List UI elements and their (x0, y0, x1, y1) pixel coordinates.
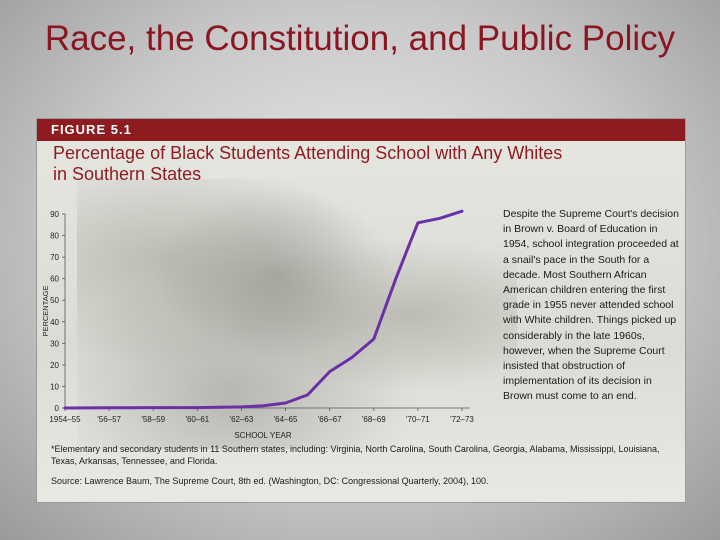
source-note: Source: Lawrence Baum, The Supreme Court… (51, 476, 489, 486)
figure-header-bar: FIGURE 5.1 (37, 119, 685, 141)
y-tick-label: 70 (50, 253, 59, 262)
x-tick-label: '60–61 (185, 415, 209, 424)
y-tick-label: 60 (50, 275, 59, 284)
y-tick-label: 30 (50, 339, 59, 348)
y-tick-label: 10 (50, 382, 59, 391)
y-tick-label: 80 (50, 232, 59, 241)
x-tick-label: '66–67 (318, 415, 342, 424)
x-axis-title: SCHOOL YEAR (234, 431, 292, 440)
y-tick-label: 40 (50, 318, 59, 327)
footnote: *Elementary and secondary students in 11… (51, 444, 660, 466)
slide-title: Race, the Constitution, and Public Polic… (44, 19, 676, 58)
x-tick-label: '68–69 (362, 415, 386, 424)
line-chart: 0 10 20 30 40 50 60 70 80 90 1954–55 '56–57 '58–59 '… (41, 209, 474, 440)
y-tick-label: 20 (50, 361, 59, 370)
x-tick-label: '58–59 (141, 415, 165, 424)
x-tick-label: '56–57 (97, 415, 121, 424)
figure-label: FIGURE 5.1 (51, 122, 132, 137)
figure-panel: FIGURE 5.1 Percentage of Black Students … (36, 118, 686, 503)
x-tick-label: '72–73 (450, 415, 474, 424)
background-photo (77, 179, 517, 449)
callout-text: Despite the Supreme Court's decision in … (503, 208, 679, 403)
x-tick-label: '62–63 (230, 415, 254, 424)
y-axis-title: PERCENTAGE (41, 285, 50, 336)
x-tick-label: '64–65 (274, 415, 298, 424)
x-tick-label: 1954–55 (49, 415, 81, 424)
figure-title: Percentage of Black Students Attending S… (53, 143, 563, 184)
y-tick-label: 0 (55, 404, 60, 413)
y-tick-label: 50 (50, 296, 59, 305)
y-axis: 0 10 20 30 40 50 60 70 80 90 (50, 210, 66, 413)
series-line (63, 209, 464, 410)
x-tick-label: '70–71 (406, 415, 430, 424)
x-axis: 1954–55 '56–57 '58–59 '60–61 '62–63 '64–65 '66… (49, 407, 474, 424)
y-tick-label: 90 (50, 210, 59, 219)
